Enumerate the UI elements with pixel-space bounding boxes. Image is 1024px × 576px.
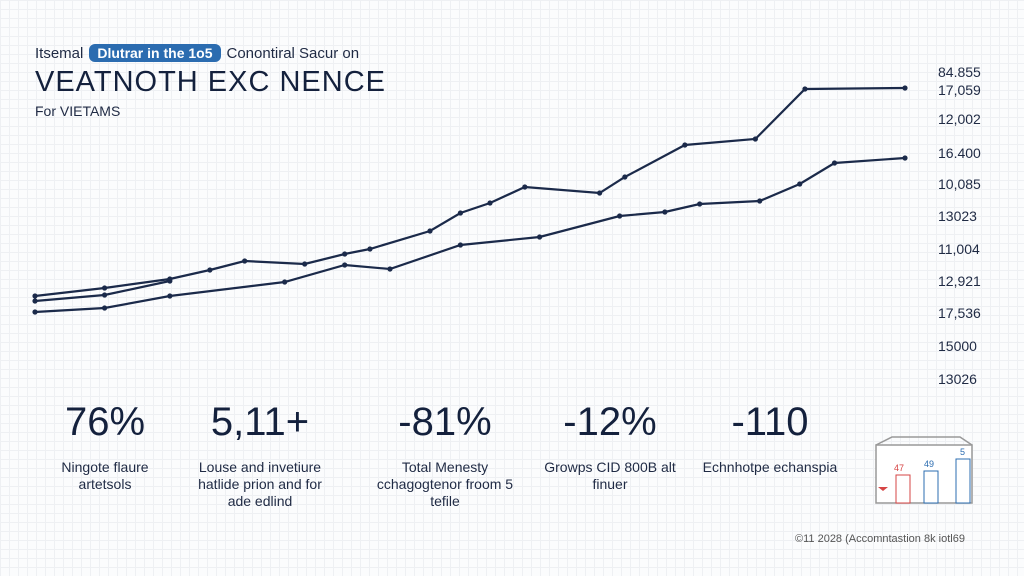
- data-point: [427, 228, 433, 234]
- stat-value: -110: [731, 400, 809, 444]
- stat-value: -81%: [398, 400, 492, 444]
- data-point: [622, 174, 628, 180]
- stat-label: Ningote flaure artetsols: [61, 459, 149, 492]
- data-point: [102, 292, 108, 298]
- data-point: [207, 267, 213, 273]
- illus-label: 47: [894, 463, 904, 473]
- axis-tick-label: 17,536: [938, 305, 981, 321]
- stat-card: 76% Ningote flaure artetsols: [15, 400, 195, 493]
- data-point: [387, 266, 393, 272]
- axis-tick-label: 13026: [938, 371, 977, 387]
- stat-label: Total Menesty cchagogtenor froom 5 tefil…: [376, 459, 514, 509]
- header-suffix: Conontiral Sacur on: [226, 44, 360, 62]
- data-point: [752, 136, 758, 142]
- stat-card: 5,11+ Louse and invetiure hatlide prion a…: [170, 400, 350, 510]
- building-chart-illustration: 47 49 5: [875, 436, 973, 504]
- data-point: [797, 181, 803, 187]
- stat-card: -12% Growps CID 800B alt finuer: [520, 400, 700, 493]
- axis-tick-label: 84.855: [938, 64, 981, 80]
- axis-tick-label: 12,002: [938, 111, 981, 127]
- data-point: [457, 210, 464, 216]
- series-line-lower: [34, 156, 906, 314]
- axis-tick-label: 17,059: [938, 82, 981, 98]
- page-title: VEATNOTH EXC NENCE: [35, 66, 387, 98]
- footer-note: ©11 2028 (Accomntastion 8k iotl69: [795, 533, 965, 545]
- stat-label: Growps CID 800B alt finuer: [544, 459, 676, 492]
- data-point: [802, 86, 808, 92]
- data-point: [487, 200, 493, 206]
- data-point: [662, 209, 668, 215]
- stat-label: Echnhotpe echanspia: [702, 459, 838, 475]
- data-point: [757, 198, 763, 204]
- data-point: [32, 298, 38, 304]
- stat-value: 76%: [64, 400, 146, 444]
- stat-value: 5,11+: [210, 400, 310, 444]
- stat-label: Louse and invetiure hatlide prion and fo…: [198, 459, 322, 509]
- axis-tick-label: 10,085: [938, 176, 981, 192]
- data-point: [522, 184, 528, 190]
- data-point: [597, 190, 603, 196]
- data-point: [902, 155, 908, 161]
- data-point: [367, 246, 373, 252]
- header-prefix: Itsemal: [35, 44, 84, 62]
- data-point: [682, 142, 688, 148]
- illus-label: 49: [924, 459, 934, 469]
- data-point: [242, 258, 248, 264]
- data-point: [282, 279, 288, 285]
- data-point: [102, 305, 108, 311]
- header-line: Itsemal Dlutrar in the 1o5 Conontiral Sa…: [35, 44, 359, 62]
- page-subtitle: For VIETAMS: [35, 103, 121, 119]
- data-point: [457, 242, 464, 248]
- data-point: [342, 262, 348, 268]
- series-line-upper: [34, 86, 906, 298]
- data-point: [32, 309, 38, 315]
- data-point: [831, 160, 838, 166]
- series-line-short: [34, 279, 171, 303]
- data-point: [167, 293, 173, 299]
- stat-value: -12%: [563, 400, 657, 444]
- axis-tick-label: 11,004: [938, 241, 980, 257]
- data-point: [697, 201, 703, 207]
- stat-card: -110 Echnhotpe echanspia: [680, 400, 860, 476]
- header-badge: Dlutrar in the 1o5: [89, 44, 221, 62]
- data-point: [167, 278, 173, 284]
- data-point: [342, 251, 348, 257]
- data-point: [902, 85, 908, 91]
- axis-tick-label: 15000: [938, 338, 977, 354]
- data-point: [102, 285, 108, 291]
- illus-label: 5: [960, 447, 965, 457]
- data-point: [32, 293, 38, 299]
- axis-tick-label: 12,921: [938, 273, 981, 289]
- axis-tick-label: 16.400: [938, 145, 981, 161]
- axis-tick-label: 13023: [938, 208, 977, 224]
- stat-card: -81% Total Menesty cchagogtenor froom 5 t…: [355, 400, 535, 510]
- data-point: [302, 261, 308, 267]
- data-point: [537, 234, 543, 240]
- data-point: [617, 213, 623, 219]
